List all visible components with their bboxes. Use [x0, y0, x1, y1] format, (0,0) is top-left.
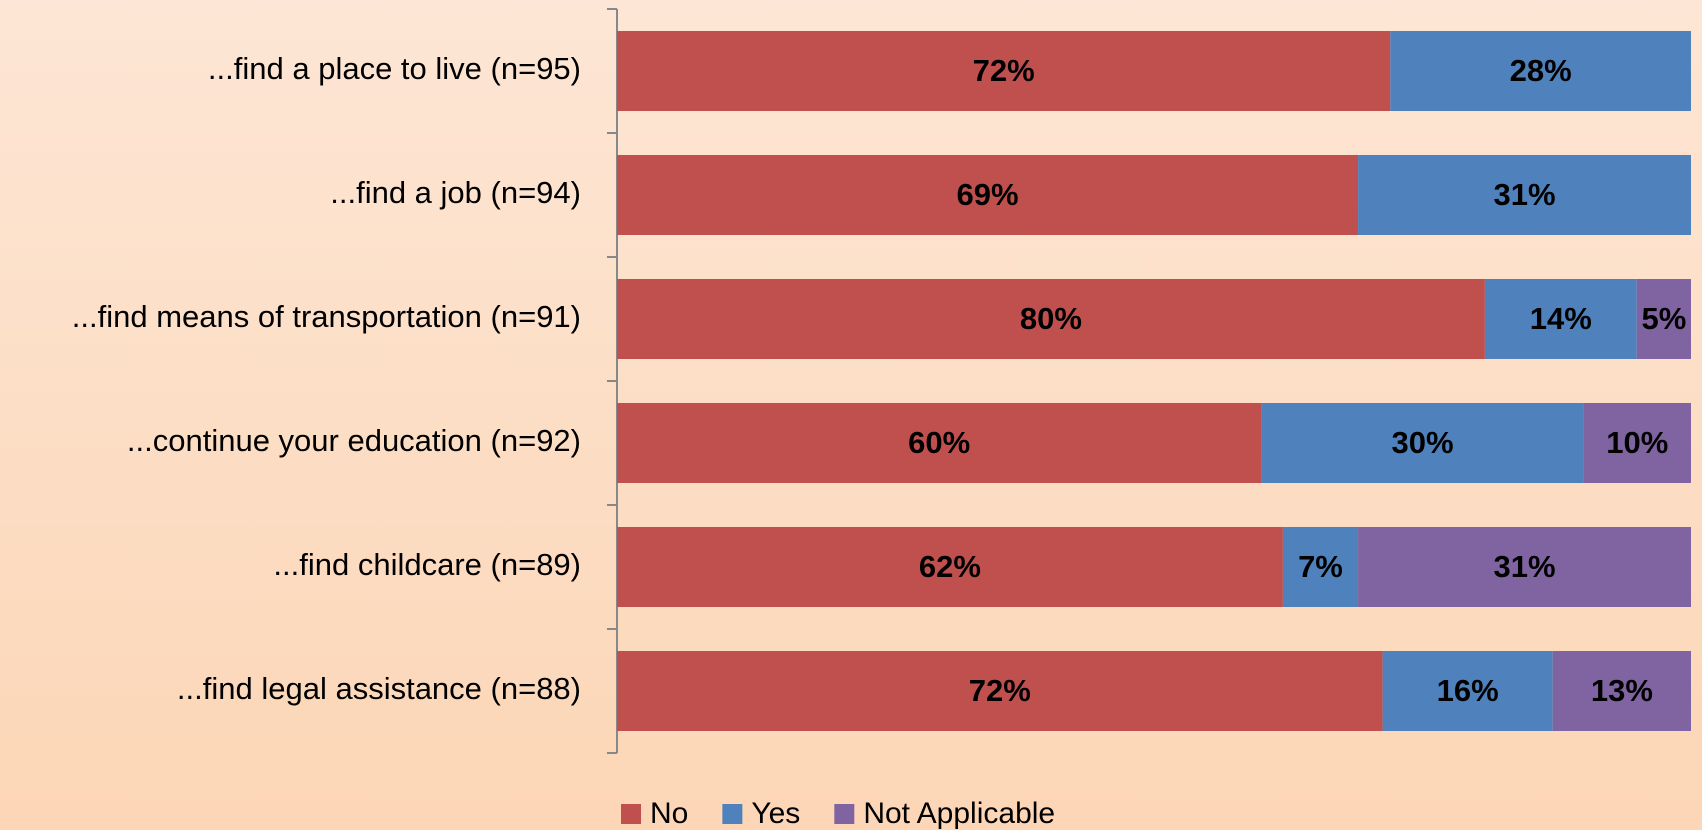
legend-label: Yes — [751, 797, 800, 830]
data-label: 16% — [1437, 673, 1499, 708]
legend-label: No — [650, 797, 688, 830]
bar-segment — [1358, 527, 1691, 607]
data-label: 60% — [908, 425, 970, 460]
data-label: 80% — [1020, 301, 1082, 336]
bar-segment — [617, 651, 1383, 731]
bar-segment — [617, 403, 1262, 483]
category-label: ...find a job (n=94) — [330, 175, 581, 210]
category-label: ...continue your education (n=92) — [127, 423, 581, 458]
bar-segment — [1636, 279, 1691, 359]
data-label: 31% — [1494, 549, 1556, 584]
data-label: 69% — [957, 177, 1019, 212]
bar-segment — [617, 31, 1391, 111]
data-label: 31% — [1494, 177, 1556, 212]
legend-swatch — [722, 804, 743, 824]
category-label: ...find legal assistance (n=88) — [177, 671, 581, 706]
bar-segment — [1358, 155, 1691, 235]
bar-segment — [1583, 403, 1691, 483]
bar-segment — [617, 155, 1359, 235]
data-label: 10% — [1606, 425, 1668, 460]
legend-label: Not Applicable — [863, 797, 1055, 830]
data-label: 72% — [969, 673, 1031, 708]
data-label: 7% — [1298, 549, 1343, 584]
bar-segment — [1282, 527, 1359, 607]
data-label: 62% — [919, 549, 981, 584]
bar-segment — [1382, 651, 1553, 731]
legend-swatch — [621, 804, 641, 824]
category-label: ...find childcare (n=89) — [273, 547, 581, 582]
category-label: ...find a place to live (n=95) — [208, 51, 581, 86]
data-label: 28% — [1510, 53, 1572, 88]
bar-segment — [1390, 31, 1691, 111]
data-label: 30% — [1391, 425, 1453, 460]
category-label: ...find means of transportation (n=91) — [72, 299, 581, 334]
data-label: 13% — [1591, 673, 1653, 708]
data-label: 14% — [1530, 301, 1592, 336]
bar-segment — [1484, 279, 1637, 359]
legend-swatch — [834, 804, 855, 824]
data-label: 5% — [1641, 301, 1686, 336]
bar-segment — [1261, 403, 1584, 483]
data-label: 72% — [973, 53, 1035, 88]
bar-segment — [617, 527, 1283, 607]
bar-segment — [617, 279, 1485, 359]
bar-segment — [1552, 651, 1691, 731]
